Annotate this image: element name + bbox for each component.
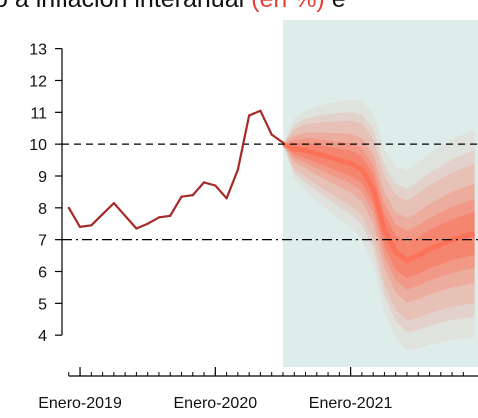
observed-point: [214, 184, 217, 187]
y-tick-label: 10: [29, 137, 47, 154]
forecast-bands-layer: [282, 99, 476, 351]
series-layer: [67, 109, 285, 230]
observed-point: [191, 193, 194, 197]
chart-title-prefix: o a inflación interanual: [0, 0, 244, 13]
observed-point: [146, 222, 149, 225]
observed-point: [101, 213, 104, 216]
observed-point: [180, 195, 183, 198]
observed-point: [169, 214, 172, 217]
x-tick-label: Enero-2019: [38, 395, 122, 412]
observed-point: [124, 214, 127, 217]
y-tick-label: 12: [29, 73, 47, 90]
observed-point: [67, 206, 70, 209]
y-tick-label: 9: [38, 169, 47, 186]
chart-title-suffix: e: [332, 0, 346, 13]
observed-point: [281, 141, 285, 144]
y-tick-label: 7: [38, 233, 47, 250]
observed-line: [67, 109, 284, 230]
x-tick-label: Enero-2021: [309, 395, 393, 412]
forecast-band-99: [283, 99, 475, 351]
y-tick-label: 13: [29, 42, 47, 59]
observed-point: [112, 201, 115, 205]
forecast-region-layer: [282, 20, 478, 367]
y-tick-label: 11: [30, 105, 47, 122]
observed-point: [270, 133, 273, 136]
forecast-band-90: [283, 120, 475, 321]
y-tick-label: 4: [38, 328, 47, 345]
observed-point: [259, 109, 262, 112]
observed-point: [90, 224, 93, 227]
x-tick-label: Enero-2020: [174, 395, 258, 412]
axes-layer: 4 5 6 7 8 9 10 11 12 13 Enero-2019 Enero-2020 Enero-…: [29, 42, 478, 412]
y-tick-label: 8: [38, 201, 47, 218]
y-tick-label: 6: [38, 264, 47, 281]
observed-point: [157, 216, 161, 219]
observed-point: [78, 225, 82, 229]
forecast-median-line: [282, 141, 476, 263]
chart-title-highlight: (en %): [251, 0, 325, 13]
observed-point: [202, 181, 206, 184]
forecast-band-95: [283, 112, 475, 332]
forecast-region-bg: [282, 20, 478, 367]
reference-lines-layer: [62, 143, 478, 241]
observed-point: [236, 168, 239, 171]
chart-title: o a inflación interanual (en %) e: [0, 0, 346, 13]
y-tick-label: 5: [38, 296, 47, 313]
observed-point: [248, 114, 251, 117]
observed-point: [135, 227, 138, 230]
observed-point: [225, 197, 228, 200]
